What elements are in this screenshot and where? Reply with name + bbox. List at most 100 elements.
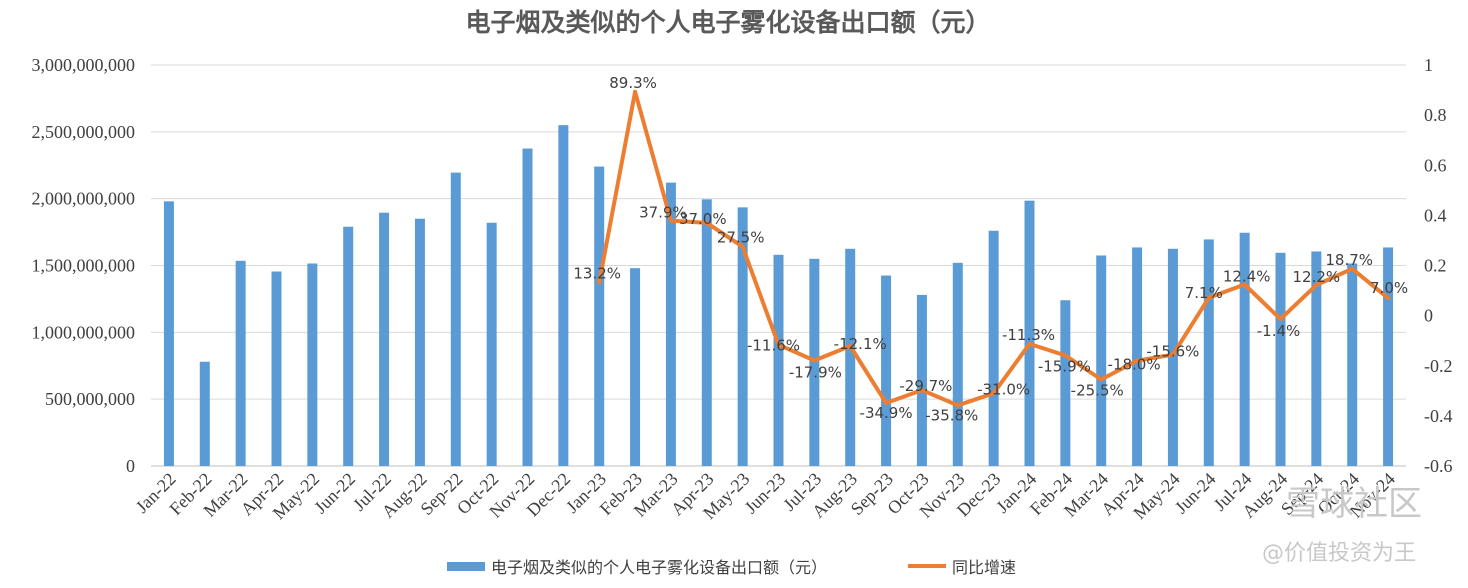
bar-series — [163, 125, 1394, 467]
line-point — [1206, 295, 1211, 300]
y-right-tick-label: 0.6 — [1424, 155, 1447, 175]
data-label: -18.0% — [1108, 356, 1161, 374]
bar — [271, 271, 282, 466]
bar — [594, 166, 605, 466]
y-axis-right: -0.6 -0.4 -0.2 0 0.2 0.4 0.6 0.8 1 — [1424, 55, 1453, 476]
y-left-tick-label: 2,500,000,000 — [32, 122, 136, 142]
data-label: 7.1% — [1185, 284, 1223, 302]
line-point — [1242, 282, 1247, 287]
y-right-tick-label: 0 — [1424, 306, 1433, 326]
legend-label-bar: 电子烟及类似的个人电子雾化设备出口额（元） — [491, 558, 827, 577]
line-point — [991, 391, 996, 396]
y-left-tick-label: 2,000,000,000 — [32, 189, 136, 209]
y-right-tick-label: 0.4 — [1424, 205, 1447, 225]
line-point — [955, 403, 960, 408]
bar — [1096, 255, 1107, 466]
bar — [1311, 251, 1322, 466]
bar — [1060, 300, 1071, 466]
data-label: -15.9% — [1038, 357, 1091, 375]
data-labels: 13.2% 89.3% 37.9%37.0%27.5% -11.6% -17.9% -12… — [573, 74, 1408, 425]
y-right-tick-label: -0.4 — [1424, 406, 1453, 426]
bar — [379, 212, 390, 466]
watermark-line1: 雪球社区 — [1286, 484, 1422, 524]
line-point — [1027, 341, 1032, 346]
bar — [1383, 247, 1394, 466]
line-point — [633, 89, 638, 94]
x-tick-label: Jun-23 — [741, 469, 790, 518]
data-label: -11.3% — [1002, 326, 1055, 344]
bar — [845, 248, 856, 466]
y-right-tick-label: 0.8 — [1424, 105, 1447, 125]
line-series — [597, 89, 1391, 408]
line-point — [848, 343, 853, 348]
y-right-tick-label: -0.6 — [1424, 456, 1453, 476]
data-label: 7.0% — [1370, 279, 1408, 297]
data-label: 18.7% — [1325, 251, 1373, 269]
y-right-tick-label: -0.2 — [1424, 356, 1453, 376]
watermark-line2: @价值投资为王 — [1262, 541, 1416, 566]
bar — [952, 262, 963, 466]
bar — [343, 226, 354, 466]
bar — [307, 263, 318, 466]
bar — [737, 207, 748, 467]
bar — [1167, 248, 1178, 466]
data-label: 12.2% — [1293, 268, 1341, 286]
bar — [1024, 200, 1035, 466]
data-label: -1.4% — [1257, 322, 1301, 340]
bar — [1275, 252, 1286, 466]
line-point — [704, 220, 709, 225]
y-left-tick-label: 3,000,000,000 — [32, 55, 136, 75]
data-label: -11.6% — [747, 337, 800, 355]
line-point — [597, 280, 602, 285]
bar — [630, 268, 641, 466]
bar — [1203, 239, 1214, 466]
line-point — [1278, 317, 1283, 322]
bar — [1347, 263, 1358, 466]
bar — [665, 182, 676, 467]
bar — [881, 275, 892, 466]
data-label: 27.5% — [717, 229, 765, 247]
data-label: -34.9% — [860, 404, 913, 422]
bar — [163, 201, 174, 466]
bar — [450, 172, 461, 466]
line-point — [884, 401, 889, 406]
line-point — [668, 218, 673, 223]
data-label: 37.9% — [639, 204, 687, 222]
y-left-tick-label: 1,000,000,000 — [32, 322, 136, 342]
data-label: -15.6% — [1146, 343, 1199, 361]
line-point — [1314, 283, 1319, 288]
line-point — [1350, 266, 1355, 271]
data-label: -12.1% — [834, 335, 887, 353]
data-label: -35.8% — [925, 406, 978, 424]
data-label: 89.3% — [609, 74, 657, 92]
legend: 电子烟及类似的个人电子雾化设备出口额（元） 同比增速 — [447, 558, 1016, 577]
bar — [916, 294, 927, 466]
bar — [773, 254, 784, 466]
bar — [414, 218, 425, 466]
bar — [199, 361, 210, 466]
x-tick-label: Jun-22 — [310, 469, 359, 518]
data-label: 12.4% — [1223, 268, 1271, 286]
line-point — [1386, 296, 1391, 301]
y-left-tick-label: 0 — [126, 456, 135, 476]
data-label: -31.0% — [977, 380, 1030, 398]
y-axis-left: 0 500,000,000 1,000,000,000 1,500,000,000 2,… — [32, 55, 136, 476]
data-label: -29.7% — [899, 377, 952, 395]
y-right-tick-label: 0.2 — [1424, 256, 1447, 276]
bar — [701, 199, 712, 466]
line-point — [1063, 353, 1068, 358]
bar — [1239, 232, 1250, 466]
y-right-tick-label: 1 — [1424, 55, 1433, 75]
bar — [486, 222, 497, 466]
y-left-tick-label: 500,000,000 — [45, 389, 135, 409]
bar — [988, 230, 999, 466]
bar — [558, 125, 569, 467]
bar — [522, 148, 533, 466]
line-point — [1170, 352, 1175, 357]
legend-swatch-bar — [447, 562, 485, 571]
line-point — [1135, 358, 1140, 363]
watermark: 雪球社区 @价值投资为王 — [1262, 484, 1422, 566]
x-tick-label: Jun-24 — [1171, 469, 1220, 518]
line-point — [812, 358, 817, 363]
